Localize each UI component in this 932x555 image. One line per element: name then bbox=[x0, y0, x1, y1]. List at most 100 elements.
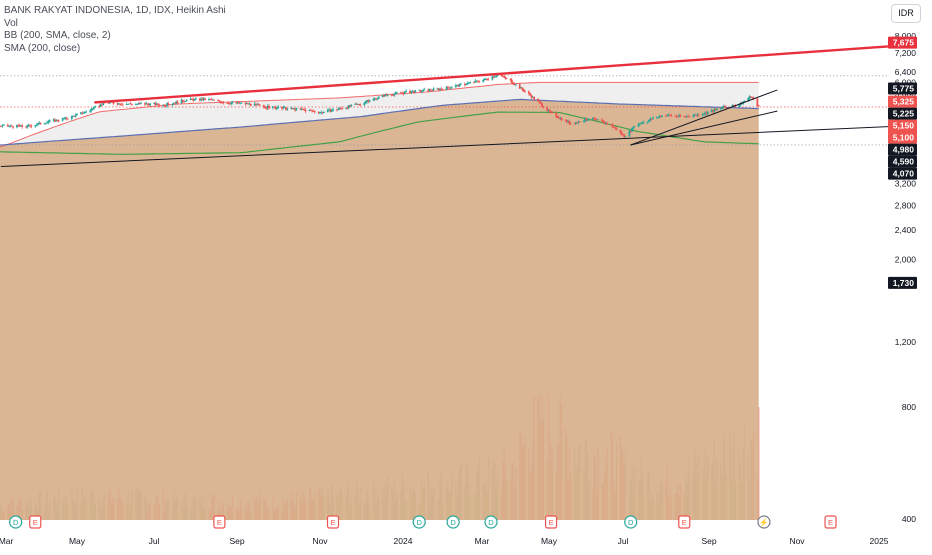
candle-body bbox=[512, 82, 515, 85]
candle-body bbox=[440, 88, 443, 90]
candle-body bbox=[642, 122, 645, 124]
dividend-marker[interactable]: D bbox=[484, 515, 498, 529]
candle-body bbox=[308, 110, 311, 112]
indicator-sma[interactable]: SMA (200, close) bbox=[4, 42, 81, 54]
candle-body bbox=[710, 110, 713, 113]
y-tick-label: 800 bbox=[902, 402, 916, 412]
x-tick-label: 2025 bbox=[870, 536, 889, 546]
candle-body bbox=[213, 99, 216, 101]
candle-body bbox=[349, 105, 351, 107]
earnings-marker[interactable]: E bbox=[544, 515, 558, 529]
candle-body bbox=[65, 117, 68, 119]
candle-body bbox=[628, 130, 631, 137]
event-label: D bbox=[488, 518, 494, 527]
candle-body bbox=[262, 104, 265, 107]
earnings-marker[interactable]: E bbox=[824, 515, 837, 529]
earnings-marker[interactable]: E bbox=[326, 515, 340, 529]
candle-body bbox=[222, 102, 225, 104]
candle-body bbox=[411, 91, 414, 92]
candle-body bbox=[474, 80, 477, 83]
price-label: 5,225 bbox=[888, 107, 917, 120]
dividend-marker[interactable]: D bbox=[412, 515, 426, 529]
candle-body bbox=[702, 114, 705, 116]
candle-body bbox=[648, 119, 650, 122]
candle-body bbox=[716, 108, 718, 110]
candle-body bbox=[56, 119, 59, 121]
candle-body bbox=[492, 76, 495, 78]
price-label-background bbox=[888, 155, 917, 168]
candle-body bbox=[623, 134, 626, 138]
candle-body bbox=[275, 108, 278, 109]
currency-button[interactable]: IDR bbox=[891, 4, 921, 23]
candle-body bbox=[533, 96, 536, 100]
candle-body bbox=[339, 108, 342, 109]
candle-body bbox=[1, 125, 4, 127]
candle-body bbox=[295, 108, 298, 111]
candle-body bbox=[405, 90, 408, 92]
price-label-value: 5,775 bbox=[893, 84, 915, 94]
x-tick-label: 2024 bbox=[394, 536, 413, 546]
earnings-marker[interactable]: E bbox=[678, 515, 691, 529]
candle-body bbox=[414, 90, 417, 93]
candle-body bbox=[257, 104, 260, 106]
candle-body bbox=[192, 99, 195, 101]
candle-body bbox=[593, 118, 596, 120]
candle-body bbox=[567, 120, 569, 122]
price-label-value: 5,225 bbox=[893, 109, 915, 119]
dividend-marker[interactable]: D bbox=[9, 515, 23, 529]
candle-body bbox=[560, 117, 563, 121]
candle-body bbox=[676, 116, 679, 118]
candle-body bbox=[218, 100, 221, 102]
price-label-value: 1,730 bbox=[893, 278, 915, 288]
candle-body bbox=[576, 122, 579, 124]
candle-body bbox=[539, 101, 542, 104]
candle-body bbox=[282, 107, 285, 109]
candle-body bbox=[457, 84, 460, 87]
candle-body bbox=[146, 103, 149, 105]
candle-body bbox=[9, 125, 12, 127]
candle-body bbox=[722, 106, 725, 109]
candle-body bbox=[47, 121, 50, 123]
candle-body bbox=[555, 112, 558, 117]
candle-body bbox=[29, 125, 31, 126]
candle-body bbox=[401, 92, 404, 94]
price-label: 7,675 bbox=[888, 36, 917, 49]
earnings-box bbox=[544, 515, 558, 529]
indicator-bollinger[interactable]: BB (200, SMA, close, 2) bbox=[4, 30, 111, 41]
candle-body bbox=[249, 103, 252, 106]
dividend-marker[interactable]: D bbox=[446, 515, 460, 529]
candle-body bbox=[687, 116, 690, 118]
candle-body bbox=[496, 74, 499, 77]
price-label: 4,980 bbox=[888, 143, 917, 156]
earnings-marker[interactable]: E bbox=[213, 515, 226, 529]
event-label: E bbox=[549, 518, 554, 527]
dividend-marker[interactable]: D bbox=[624, 515, 638, 529]
candle-body bbox=[375, 98, 377, 100]
x-tick-label: Jul bbox=[149, 536, 160, 546]
candle-body bbox=[384, 94, 387, 97]
price-label-value: 4,980 bbox=[893, 145, 915, 155]
candle-body bbox=[603, 121, 606, 124]
indicator-volume[interactable]: Vol bbox=[4, 17, 18, 29]
candle-body bbox=[322, 111, 325, 113]
candle-body bbox=[81, 112, 84, 114]
split-marker[interactable]: ⚡ bbox=[757, 515, 771, 529]
candle-body bbox=[611, 124, 614, 127]
candle-body bbox=[63, 118, 65, 120]
candle-body bbox=[64, 117, 67, 119]
symbol-title[interactable]: BANK RAKYAT INDONESIA, 1D, IDX, Heikin A… bbox=[4, 5, 226, 16]
candle-body bbox=[103, 102, 106, 104]
trendline bbox=[630, 110, 778, 146]
candle-body bbox=[155, 103, 158, 105]
candle-body bbox=[546, 107, 549, 111]
candle-body bbox=[337, 108, 340, 110]
candle-body bbox=[70, 115, 73, 119]
candle-body bbox=[19, 125, 22, 127]
candle-body bbox=[130, 103, 133, 105]
candle-body bbox=[202, 98, 205, 101]
candle-body bbox=[418, 89, 421, 91]
candle-body bbox=[175, 101, 178, 104]
earnings-marker[interactable]: E bbox=[29, 515, 42, 529]
candle-body bbox=[733, 104, 735, 106]
